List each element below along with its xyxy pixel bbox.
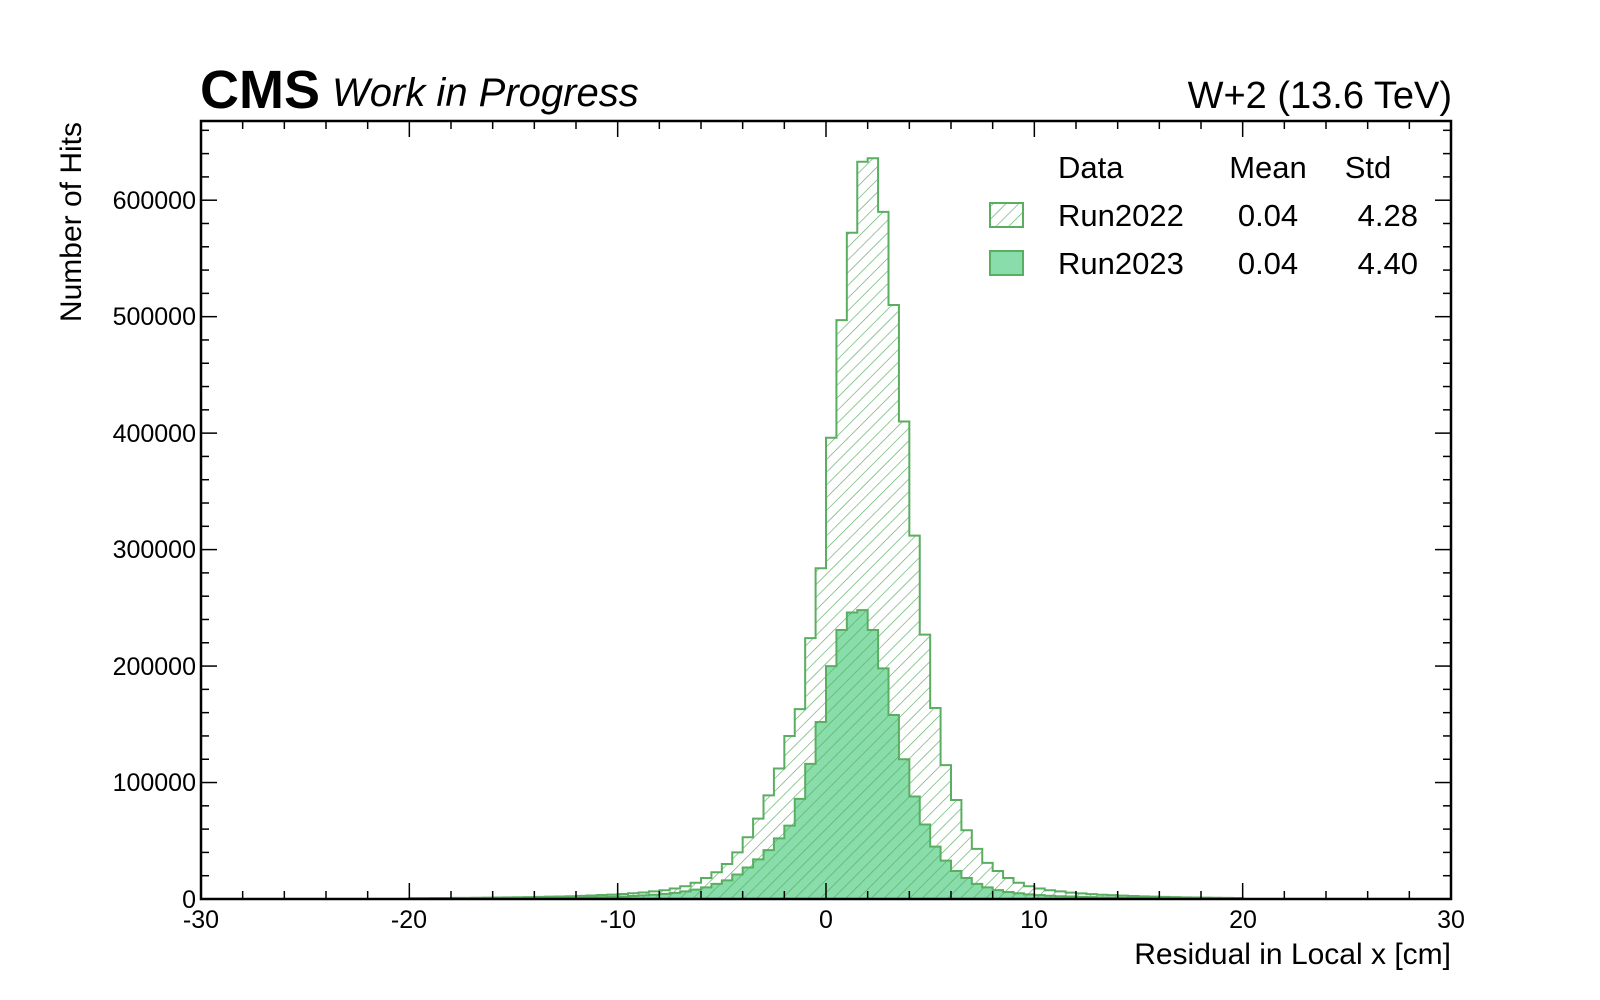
x-tick-label: 10 — [1020, 906, 1048, 934]
histogram-bin-run2022 — [1107, 895, 1118, 899]
histogram-bin-run2022 — [607, 894, 618, 899]
legend-series-mean: 0.04 — [1238, 246, 1298, 281]
legend-swatch-filled — [989, 250, 1024, 276]
histogram-bin-run2022 — [1138, 896, 1150, 899]
histogram-bin-run2022 — [669, 888, 681, 899]
histogram-bin-run2022 — [836, 320, 848, 899]
histogram-bin-run2022 — [586, 895, 598, 899]
experiment-label: CMS — [200, 60, 320, 120]
histogram-bin-run2022 — [1096, 894, 1108, 899]
legend-series-mean: 0.04 — [1238, 198, 1298, 233]
energy-label: W+2 (13.6 TeV) — [1188, 75, 1452, 117]
histogram-bin-run2022 — [596, 895, 608, 899]
histogram-bin-run2022 — [930, 707, 941, 899]
histogram-bin-run2022 — [1023, 886, 1035, 899]
histogram-bin-run2022 — [815, 568, 827, 899]
x-tick-label: 30 — [1437, 906, 1465, 934]
y-tick-label: 500000 — [113, 303, 196, 331]
legend-series-std: 4.28 — [1358, 198, 1418, 233]
histogram-bin-run2022 — [805, 638, 816, 899]
histogram-bin-run2022 — [1044, 890, 1056, 899]
histogram-bin-run2022 — [846, 232, 858, 900]
legend-swatch-hatched — [989, 202, 1024, 228]
histogram-bin-run2022 — [680, 886, 691, 899]
legend-series-name: Run2023 — [1058, 246, 1184, 281]
histogram-bin-run2022 — [826, 437, 837, 899]
histogram-bin-run2022 — [773, 768, 785, 899]
histogram-bin-run2022 — [1076, 893, 1087, 899]
histogram-bin-run2022 — [617, 893, 629, 899]
histogram-bin-run2022 — [732, 852, 743, 899]
histogram-outline-run2022 — [408, 157, 1244, 900]
histogram-bin-run2022 — [992, 871, 1004, 899]
histogram-bin-run2022 — [711, 872, 723, 899]
histogram-bin-run2022 — [659, 890, 671, 899]
histogram-bin-run2022 — [1086, 894, 1098, 899]
x-tick-label: 0 — [819, 906, 833, 934]
histogram-bin-run2022 — [565, 896, 577, 899]
histogram-bin-run2022 — [951, 800, 962, 899]
histogram-bin-run2022 — [753, 818, 764, 899]
x-tick-label: 20 — [1229, 906, 1257, 934]
x-tick-label: -30 — [183, 906, 219, 934]
y-tick-label: 300000 — [113, 536, 196, 564]
histogram-bin-run2022 — [1034, 888, 1046, 899]
legend-header-std: Std — [1345, 150, 1392, 185]
histogram-bin-run2022 — [638, 892, 650, 899]
histogram-bin-run2022 — [888, 305, 900, 900]
histogram-bin-run2022 — [648, 891, 660, 899]
histogram-bin-run2022 — [971, 848, 983, 899]
histogram-bin-run2022 — [690, 882, 702, 899]
axis-ticks — [200, 121, 1452, 900]
histogram-bin-run2022 — [742, 837, 754, 899]
histogram-bin-run2022 — [982, 862, 993, 899]
x-tick-labels: -30 -20 -10 0 10 20 30 — [183, 906, 1465, 934]
y-tick-label: 600000 — [113, 187, 196, 215]
histogram-bin-run2022 — [555, 896, 566, 899]
legend-series-std: 4.40 — [1358, 246, 1418, 281]
histogram-bin-run2022 — [1117, 895, 1129, 899]
histogram-bin-run2022 — [1055, 891, 1066, 899]
legend: Data Mean Std Run2022 0.04 4.28 Run2023 … — [989, 150, 1418, 281]
status-label: Work in Progress — [332, 71, 639, 115]
y-tick-label: 400000 — [113, 420, 196, 448]
histogram-bin-run2022 — [1065, 892, 1077, 899]
legend-header-data: Data — [1058, 150, 1124, 185]
histogram-bin-run2022 — [1128, 895, 1139, 899]
legend-header-mean: Mean — [1229, 150, 1307, 185]
histogram-bin-run2022 — [857, 161, 868, 899]
histogram-bin-run2022 — [701, 878, 712, 899]
histogram-bin-run2022 — [919, 634, 931, 899]
histogram-bin-run2022 — [867, 158, 879, 899]
histogram-bin-run2022 — [784, 735, 796, 899]
histogram-bin-run2022 — [1003, 878, 1014, 899]
y-tick-labels: 0 100000 200000 300000 400000 500000 600… — [113, 187, 196, 914]
histogram-bin-run2022 — [878, 211, 889, 900]
y-axis-label: Number of Hits — [55, 122, 88, 322]
run2022-series — [408, 157, 1244, 900]
histogram-bin-run2022 — [576, 895, 587, 899]
legend-series-name: Run2022 — [1058, 198, 1184, 233]
y-tick-label: 100000 — [113, 769, 196, 797]
x-axis-label: Residual in Local x [cm] — [1134, 938, 1451, 971]
x-tick-label: -20 — [391, 906, 427, 934]
histogram-bin-run2022 — [763, 795, 775, 899]
histogram-bin-run2022 — [628, 893, 639, 899]
histogram-bin-run2022 — [721, 864, 733, 899]
y-tick-label: 200000 — [113, 653, 196, 681]
y-tick-label: 0 — [182, 886, 196, 914]
histogram-bin-run2022 — [961, 830, 973, 899]
histogram-bin-run2022 — [940, 765, 952, 899]
x-tick-label: -10 — [600, 906, 636, 934]
histogram-bin-run2022 — [794, 709, 806, 899]
histogram-bin-run2022 — [1013, 882, 1025, 899]
histogram-bin-run2022 — [898, 421, 910, 899]
histogram-bin-run2022 — [909, 535, 921, 899]
